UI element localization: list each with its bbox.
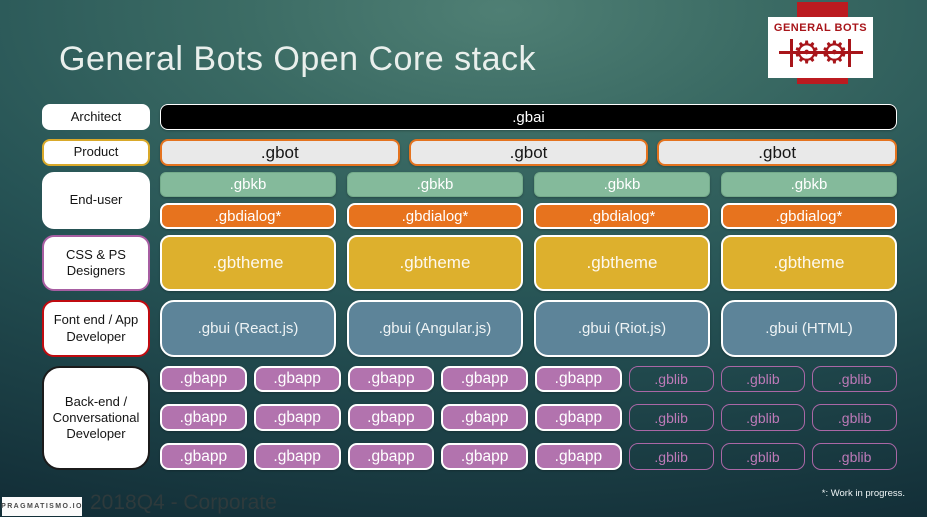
gear-icon: ⚙	[792, 35, 821, 70]
gear-end-bar-left	[789, 39, 793, 67]
box-gbapp: .gbapp	[253, 404, 341, 431]
box-gbapp: .gbapp	[160, 443, 247, 470]
box-gblib: .gblib	[628, 443, 714, 470]
box-gbot: .gbot	[657, 139, 898, 166]
box-gbdialog: .gbdialog*	[534, 203, 710, 229]
box-gbai: .gbai	[160, 104, 897, 130]
role-label-end-user: End-user	[42, 172, 150, 229]
gear-end-bar-right	[848, 39, 852, 67]
row-gbkb: .gbkb .gbkb .gbkb .gbkb	[160, 172, 897, 197]
box-gbapp: .gbapp	[441, 443, 528, 470]
box-gbui-html: .gbui (HTML)	[721, 300, 897, 357]
gear-axle-line	[778, 51, 863, 54]
row-gbui: .gbui (React.js) .gbui (Angular.js) .gbu…	[160, 300, 897, 357]
box-gblib: .gblib	[812, 404, 897, 431]
box-gbot: .gbot	[408, 139, 649, 166]
box-gblib: .gblib	[812, 366, 897, 392]
row-gbdialog: .gbdialog* .gbdialog* .gbdialog* .gbdial…	[160, 203, 897, 229]
work-in-progress-note: *: Work in progress.	[821, 488, 905, 499]
row-gbtheme: .gbtheme .gbtheme .gbtheme .gbtheme	[160, 235, 897, 291]
row-gbai: .gbai	[160, 104, 897, 130]
role-label-architect: Architect	[42, 104, 150, 130]
box-gbui-riot: .gbui (Riot.js)	[534, 300, 710, 357]
box-gblib: .gblib	[720, 366, 806, 392]
box-gbapp: .gbapp	[535, 404, 622, 431]
gears-icon: ⚙ ⚙	[775, 34, 867, 72]
box-gbapp: .gbapp	[441, 404, 528, 431]
box-gbui-angular: .gbui (Angular.js)	[347, 300, 523, 357]
row-gbapp-2: .gbapp .gbapp .gbapp .gbapp .gbapp .gbli…	[160, 404, 897, 431]
box-gbapp: .gbapp	[160, 404, 247, 431]
box-gbkb: .gbkb	[347, 172, 523, 197]
box-gbui-react: .gbui (React.js)	[160, 300, 336, 357]
row-gbot: .gbot .gbot .gbot	[160, 139, 898, 166]
box-gbapp: .gbapp	[347, 443, 435, 470]
gear-icon: ⚙	[820, 35, 849, 70]
box-gbapp: .gbapp	[160, 366, 247, 392]
box-gbtheme: .gbtheme	[347, 235, 523, 291]
box-gbkb: .gbkb	[160, 172, 336, 197]
box-gbapp: .gbapp	[441, 366, 528, 392]
box-gblib: .gblib	[812, 443, 897, 470]
box-gblib: .gblib	[628, 404, 714, 431]
box-gblib: .gblib	[720, 443, 806, 470]
box-gbapp: .gbapp	[347, 404, 435, 431]
box-gbapp: .gbapp	[253, 366, 341, 392]
box-gblib: .gblib	[720, 404, 806, 431]
role-label-frontend-app-developer: Font end / App Developer	[42, 300, 150, 357]
box-gbdialog: .gbdialog*	[160, 203, 336, 229]
box-gbkb: .gbkb	[721, 172, 897, 197]
role-label-product: Product	[42, 139, 150, 166]
footer-caption: 2018Q4 - Corporate	[90, 491, 277, 514]
box-gbtheme: .gbtheme	[534, 235, 710, 291]
role-label-backend-conversational-developer: Back-end / Conversational Developer	[42, 366, 150, 470]
box-gbdialog: .gbdialog*	[721, 203, 897, 229]
row-gbapp-1: .gbapp .gbapp .gbapp .gbapp .gbapp .gbli…	[160, 366, 897, 392]
logo-wordmark: GENERAL BOTS	[773, 22, 868, 34]
page-title: General Bots Open Core stack	[59, 40, 537, 78]
box-gbapp: .gbapp	[253, 443, 341, 470]
row-gbapp-3: .gbapp .gbapp .gbapp .gbapp .gbapp .gbli…	[160, 443, 897, 470]
box-gbkb: .gbkb	[534, 172, 710, 197]
box-gbdialog: .gbdialog*	[347, 203, 523, 229]
box-gbapp: .gbapp	[535, 366, 622, 392]
role-label-css-ps-designers: CSS & PS Designers	[42, 235, 150, 291]
box-gblib: .gblib	[628, 366, 714, 392]
box-gbtheme: .gbtheme	[160, 235, 336, 291]
box-gbapp: .gbapp	[535, 443, 622, 470]
pragmatismo-logo: PRAGMATISMO.IO	[1, 497, 82, 516]
box-gbot: .gbot	[160, 139, 400, 166]
box-gbtheme: .gbtheme	[721, 235, 897, 291]
general-bots-logo: GENERAL BOTS ⚙ ⚙	[768, 17, 873, 78]
box-gbapp: .gbapp	[347, 366, 435, 392]
